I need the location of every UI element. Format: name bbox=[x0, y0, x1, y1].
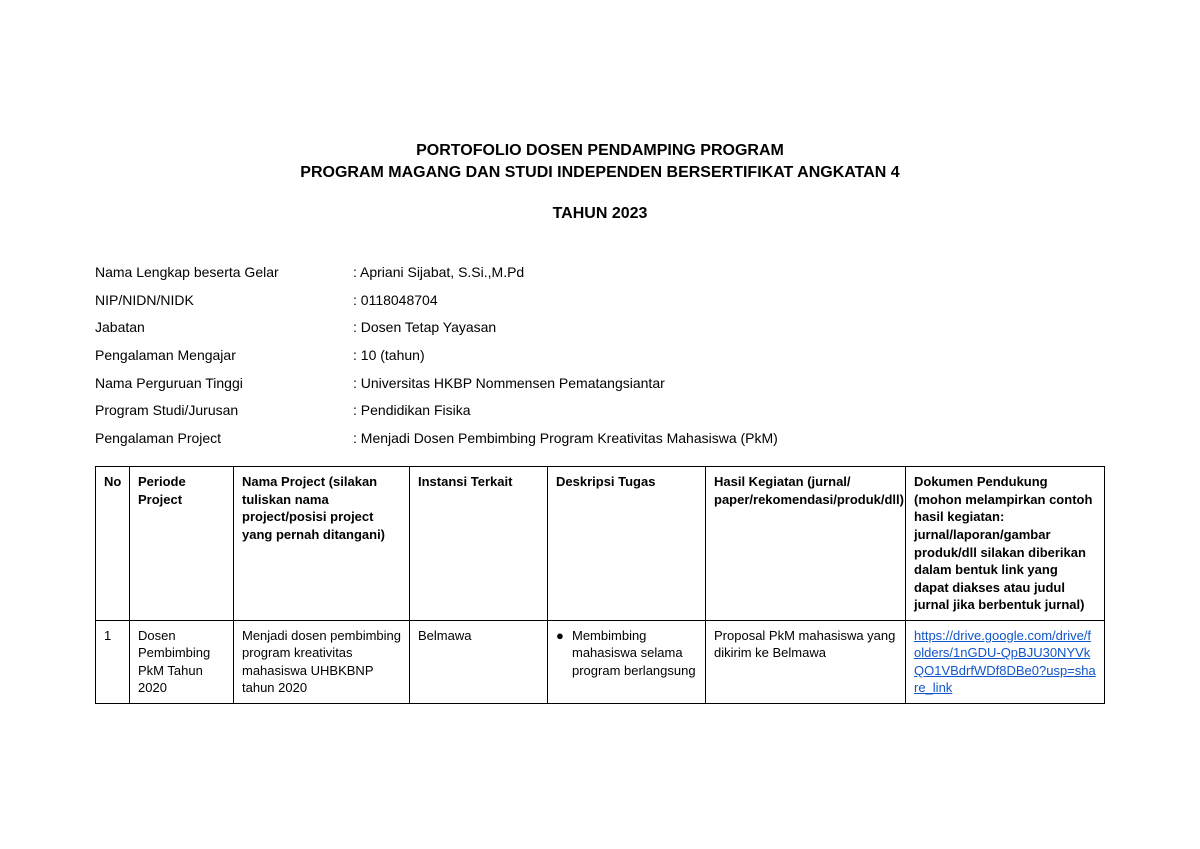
info-value: Dosen Tetap Yayasan bbox=[353, 318, 496, 338]
header-nama: Nama Project (silakan tuliskan nama proj… bbox=[234, 467, 410, 620]
cell-periode: Dosen Pembimbing PkM Tahun 2020 bbox=[130, 620, 234, 703]
info-row: Pengalaman Project Menjadi Dosen Pembimb… bbox=[95, 429, 1105, 449]
info-label: Pengalaman Mengajar bbox=[95, 346, 353, 366]
info-row: Program Studi/Jurusan Pendidikan Fisika bbox=[95, 401, 1105, 421]
info-section: Nama Lengkap beserta Gelar Apriani Sijab… bbox=[95, 263, 1105, 448]
header-hasil: Hasil Kegiatan (jurnal/ paper/rekomendas… bbox=[706, 467, 906, 620]
project-table: No Periode Project Nama Project (silakan… bbox=[95, 466, 1105, 704]
cell-hasil: Proposal PkM mahasiswa yang dikirim ke B… bbox=[706, 620, 906, 703]
deskripsi-text: Membimbing mahasiswa selama program berl… bbox=[572, 627, 697, 680]
info-row: Nama Lengkap beserta Gelar Apriani Sijab… bbox=[95, 263, 1105, 283]
info-row: Pengalaman Mengajar 10 (tahun) bbox=[95, 346, 1105, 366]
title-line-2: PROGRAM MAGANG DAN STUDI INDEPENDEN BERS… bbox=[95, 162, 1105, 184]
cell-nama: Menjadi dosen pembimbing program kreativ… bbox=[234, 620, 410, 703]
info-value: 0118048704 bbox=[353, 291, 438, 311]
info-label: Nama Lengkap beserta Gelar bbox=[95, 263, 353, 283]
info-value: Menjadi Dosen Pembimbing Program Kreativ… bbox=[353, 429, 778, 449]
title-line-1: PORTOFOLIO DOSEN PENDAMPING PROGRAM bbox=[95, 140, 1105, 162]
info-value: Pendidikan Fisika bbox=[353, 401, 471, 421]
cell-instansi: Belmawa bbox=[410, 620, 548, 703]
info-label: Pengalaman Project bbox=[95, 429, 353, 449]
header-instansi: Instansi Terkait bbox=[410, 467, 548, 620]
header-no: No bbox=[96, 467, 130, 620]
info-row: Nama Perguruan Tinggi Universitas HKBP N… bbox=[95, 374, 1105, 394]
cell-no: 1 bbox=[96, 620, 130, 703]
info-row: NIP/NIDN/NIDK 0118048704 bbox=[95, 291, 1105, 311]
bullet-icon: ● bbox=[556, 627, 572, 680]
info-label: Program Studi/Jurusan bbox=[95, 401, 353, 421]
header-periode: Periode Project bbox=[130, 467, 234, 620]
table-row: 1 Dosen Pembimbing PkM Tahun 2020 Menjad… bbox=[96, 620, 1105, 703]
info-value: 10 (tahun) bbox=[353, 346, 425, 366]
info-value: Apriani Sijabat, S.Si.,M.Pd bbox=[353, 263, 524, 283]
document-title: PORTOFOLIO DOSEN PENDAMPING PROGRAM PROG… bbox=[95, 140, 1105, 183]
info-label: Jabatan bbox=[95, 318, 353, 338]
info-label: Nama Perguruan Tinggi bbox=[95, 374, 353, 394]
info-row: Jabatan Dosen Tetap Yayasan bbox=[95, 318, 1105, 338]
info-value: Universitas HKBP Nommensen Pematangsiant… bbox=[353, 374, 665, 394]
title-year: TAHUN 2023 bbox=[95, 205, 1105, 223]
header-dokumen: Dokumen Pendukung (mohon melampirkan con… bbox=[906, 467, 1105, 620]
table-header-row: No Periode Project Nama Project (silakan… bbox=[96, 467, 1105, 620]
cell-dokumen: https://drive.google.com/drive/folders/1… bbox=[906, 620, 1105, 703]
info-label: NIP/NIDN/NIDK bbox=[95, 291, 353, 311]
dokumen-link[interactable]: https://drive.google.com/drive/folders/1… bbox=[914, 628, 1096, 696]
header-deskripsi: Deskripsi Tugas bbox=[548, 467, 706, 620]
cell-deskripsi: ● Membimbing mahasiswa selama program be… bbox=[548, 620, 706, 703]
